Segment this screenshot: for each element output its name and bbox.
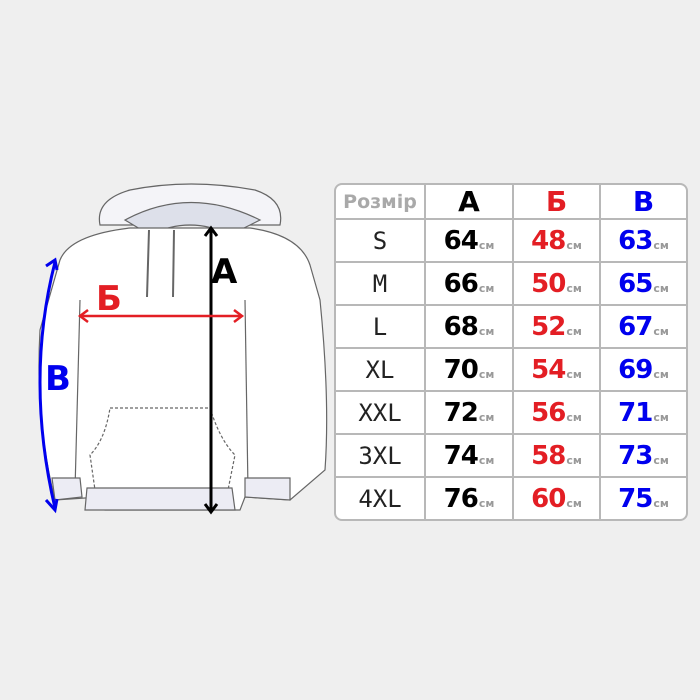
value: 52 [531, 311, 566, 342]
unit: см [566, 324, 582, 338]
unit: см [566, 238, 582, 252]
label-a: А [211, 252, 238, 292]
value: 58 [531, 440, 566, 471]
value: 50 [531, 268, 566, 299]
value: 74 [443, 440, 479, 471]
unit: см [478, 367, 495, 381]
size-table: Розмір А Б В S 64см 48см 63см M 66см 50см 65см L… [334, 183, 688, 521]
header-size: Розмір [336, 185, 426, 220]
table-row: S 64см 48см 63см [336, 220, 686, 263]
table-row: 3XL 74см 58см 73см [336, 435, 686, 478]
measure-b-cell: 58см [514, 435, 601, 478]
value: 71 [618, 397, 653, 428]
table-row: XL 70см 54см 69см [336, 349, 686, 392]
measure-v-cell: 67см [601, 306, 686, 349]
size-cell: XXL [336, 392, 426, 435]
value: 54 [531, 354, 566, 385]
size-cell: XL [336, 349, 426, 392]
size-cell: S [336, 220, 426, 263]
value: 63 [618, 225, 653, 256]
value: 76 [443, 483, 479, 514]
value: 69 [618, 354, 653, 385]
value: 70 [443, 354, 479, 385]
label-b: Б [96, 279, 122, 319]
unit: см [478, 410, 495, 424]
table-header: Розмір А Б В [336, 185, 686, 220]
measure-v-cell: 73см [601, 435, 686, 478]
unit: см [566, 410, 582, 424]
unit: см [478, 324, 495, 338]
label-v: В [45, 359, 71, 399]
unit: см [653, 324, 669, 338]
header-v: В [601, 185, 686, 220]
value: 68 [443, 311, 479, 342]
table-row: XXL 72см 56см 71см [336, 392, 686, 435]
unit: см [478, 281, 495, 295]
size-cell: L [336, 306, 426, 349]
value: 75 [618, 483, 653, 514]
measure-v-arrow [38, 257, 59, 514]
unit: см [653, 410, 669, 424]
measure-a-cell: 72см [426, 392, 514, 435]
measure-b-cell: 54см [514, 349, 601, 392]
measure-v-cell: 71см [601, 392, 686, 435]
value: 66 [443, 268, 479, 299]
table-row: L 68см 52см 67см [336, 306, 686, 349]
measure-a-arrow [203, 225, 219, 515]
measure-v-cell: 63см [601, 220, 686, 263]
value: 64 [443, 225, 479, 256]
unit: см [566, 367, 582, 381]
measure-a-cell: 76см [426, 478, 514, 519]
measure-a-cell: 70см [426, 349, 514, 392]
measure-b-cell: 50см [514, 263, 601, 306]
header-a: А [426, 185, 514, 220]
unit: см [566, 496, 582, 510]
unit: см [653, 453, 669, 467]
table-row: 4XL 76см 60см 75см [336, 478, 686, 519]
value: 56 [531, 397, 566, 428]
header-b: Б [514, 185, 601, 220]
measure-v-cell: 69см [601, 349, 686, 392]
unit: см [653, 281, 669, 295]
value: 60 [531, 483, 566, 514]
measure-a-cell: 74см [426, 435, 514, 478]
unit: см [566, 453, 582, 467]
unit: см [653, 238, 669, 252]
value: 65 [618, 268, 653, 299]
measure-a-cell: 66см [426, 263, 514, 306]
size-cell: 3XL [336, 435, 426, 478]
measure-b-cell: 60см [514, 478, 601, 519]
unit: см [478, 238, 495, 252]
size-cell: M [336, 263, 426, 306]
table-row: M 66см 50см 65см [336, 263, 686, 306]
unit: см [653, 496, 669, 510]
unit: см [478, 496, 495, 510]
measure-v-cell: 65см [601, 263, 686, 306]
unit: см [566, 281, 582, 295]
measure-a-cell: 68см [426, 306, 514, 349]
measure-b-arrow [77, 309, 245, 323]
value: 72 [443, 397, 479, 428]
unit: см [478, 453, 495, 467]
measure-a-cell: 64см [426, 220, 514, 263]
value: 67 [618, 311, 653, 342]
measure-b-cell: 56см [514, 392, 601, 435]
value: 73 [618, 440, 653, 471]
measure-b-cell: 48см [514, 220, 601, 263]
measure-b-cell: 52см [514, 306, 601, 349]
size-cell: 4XL [336, 478, 426, 519]
measure-v-cell: 75см [601, 478, 686, 519]
unit: см [653, 367, 669, 381]
value: 48 [531, 225, 566, 256]
